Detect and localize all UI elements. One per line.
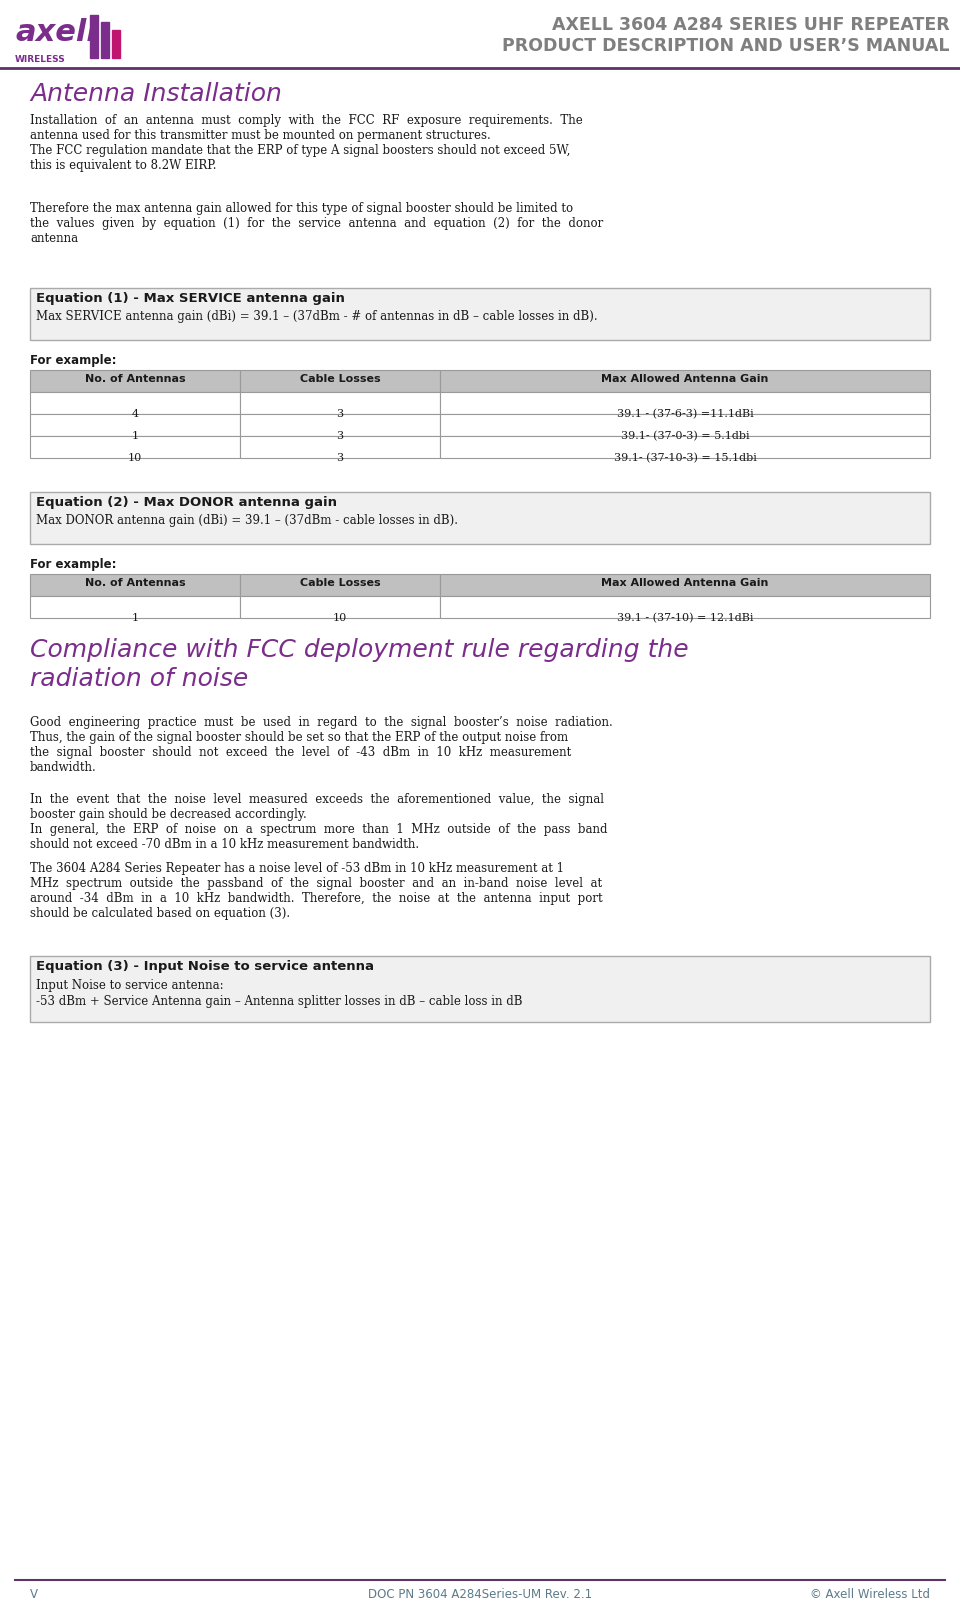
FancyBboxPatch shape — [30, 491, 930, 545]
Text: Compliance with FCC deployment rule regarding the
radiation of noise: Compliance with FCC deployment rule rega… — [30, 638, 688, 690]
Text: For example:: For example: — [30, 354, 116, 367]
Text: Max DONOR antenna gain (dBi) = 39.1 – (37dBm - cable losses in dB).: Max DONOR antenna gain (dBi) = 39.1 – (3… — [36, 514, 458, 527]
FancyBboxPatch shape — [440, 393, 930, 414]
Text: The 3604 A284 Series Repeater has a noise level of -53 dBm in 10 kHz measurement: The 3604 A284 Series Repeater has a nois… — [30, 861, 603, 920]
FancyBboxPatch shape — [240, 370, 440, 393]
Text: V: V — [30, 1589, 38, 1601]
Text: Max Allowed Antenna Gain: Max Allowed Antenna Gain — [601, 579, 769, 588]
Text: Cable Losses: Cable Losses — [300, 373, 380, 385]
Text: Input Noise to service antenna:: Input Noise to service antenna: — [36, 979, 224, 992]
Text: WIRELESS: WIRELESS — [15, 55, 65, 65]
Text: Max Allowed Antenna Gain: Max Allowed Antenna Gain — [601, 373, 769, 385]
FancyBboxPatch shape — [440, 574, 930, 596]
FancyBboxPatch shape — [30, 393, 240, 414]
Text: Max SERVICE antenna gain (dBi) = 39.1 – (37dBm - # of antennas in dB – cable los: Max SERVICE antenna gain (dBi) = 39.1 – … — [36, 310, 598, 323]
Text: For example:: For example: — [30, 558, 116, 570]
Text: AXELL 3604 A284 SERIES UHF REPEATER: AXELL 3604 A284 SERIES UHF REPEATER — [552, 16, 950, 34]
FancyBboxPatch shape — [240, 596, 440, 617]
Text: No. of Antennas: No. of Antennas — [84, 579, 185, 588]
FancyBboxPatch shape — [240, 414, 440, 436]
FancyBboxPatch shape — [240, 393, 440, 414]
Polygon shape — [112, 31, 120, 58]
Text: In  the  event  that  the  noise  level  measured  exceeds  the  aforementioned : In the event that the noise level measur… — [30, 793, 608, 852]
FancyBboxPatch shape — [30, 596, 240, 617]
Text: 1: 1 — [132, 431, 138, 441]
Text: Cable Losses: Cable Losses — [300, 579, 380, 588]
Text: No. of Antennas: No. of Antennas — [84, 373, 185, 385]
FancyBboxPatch shape — [30, 414, 240, 436]
Text: Equation (1) - Max SERVICE antenna gain: Equation (1) - Max SERVICE antenna gain — [36, 292, 345, 305]
Text: 3: 3 — [336, 452, 344, 464]
Text: 39.1 - (37-6-3) =11.1dBi: 39.1 - (37-6-3) =11.1dBi — [616, 409, 754, 419]
Text: Equation (3) - Input Noise to service antenna: Equation (3) - Input Noise to service an… — [36, 960, 374, 973]
Text: 10: 10 — [333, 612, 348, 624]
Text: Equation (2) - Max DONOR antenna gain: Equation (2) - Max DONOR antenna gain — [36, 496, 337, 509]
FancyBboxPatch shape — [240, 574, 440, 596]
FancyBboxPatch shape — [30, 370, 240, 393]
Text: 39.1- (37-0-3) = 5.1dbi: 39.1- (37-0-3) = 5.1dbi — [621, 431, 750, 441]
Text: © Axell Wireless Ltd: © Axell Wireless Ltd — [810, 1589, 930, 1601]
Text: 39.1- (37-10-3) = 15.1dbi: 39.1- (37-10-3) = 15.1dbi — [613, 452, 756, 464]
Text: Therefore the max antenna gain allowed for this type of signal booster should be: Therefore the max antenna gain allowed f… — [30, 202, 603, 246]
FancyBboxPatch shape — [440, 436, 930, 457]
Text: 3: 3 — [336, 431, 344, 441]
Text: 1: 1 — [132, 612, 138, 624]
FancyBboxPatch shape — [30, 957, 930, 1021]
Text: 10: 10 — [128, 452, 142, 464]
FancyBboxPatch shape — [30, 574, 240, 596]
Text: 39.1 - (37-10) = 12.1dBi: 39.1 - (37-10) = 12.1dBi — [616, 612, 754, 624]
Polygon shape — [90, 15, 98, 58]
FancyBboxPatch shape — [30, 288, 930, 339]
Polygon shape — [101, 23, 109, 58]
Text: DOC PN 3604 A284Series-UM Rev. 2.1: DOC PN 3604 A284Series-UM Rev. 2.1 — [368, 1589, 592, 1601]
FancyBboxPatch shape — [440, 414, 930, 436]
FancyBboxPatch shape — [440, 596, 930, 617]
Text: 4: 4 — [132, 409, 138, 419]
FancyBboxPatch shape — [240, 436, 440, 457]
FancyBboxPatch shape — [30, 436, 240, 457]
Text: -53 dBm + Service Antenna gain – Antenna splitter losses in dB – cable loss in d: -53 dBm + Service Antenna gain – Antenna… — [36, 995, 522, 1008]
Text: Installation  of  an  antenna  must  comply  with  the  FCC  RF  exposure  requi: Installation of an antenna must comply w… — [30, 115, 583, 171]
FancyBboxPatch shape — [440, 370, 930, 393]
Text: PRODUCT DESCRIPTION AND USER’S MANUAL: PRODUCT DESCRIPTION AND USER’S MANUAL — [502, 37, 950, 55]
Text: axell: axell — [15, 18, 97, 47]
Text: Good  engineering  practice  must  be  used  in  regard  to  the  signal  booste: Good engineering practice must be used i… — [30, 716, 612, 774]
Text: 3: 3 — [336, 409, 344, 419]
Text: Antenna Installation: Antenna Installation — [30, 82, 282, 107]
